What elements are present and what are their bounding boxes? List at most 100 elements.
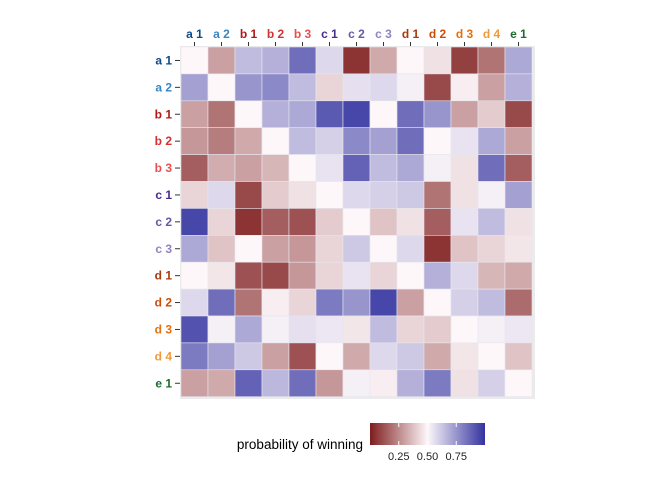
heatmap-cell-b2-d3 (450, 127, 479, 155)
heatmap-cell-c1-b1 (234, 181, 263, 209)
heatmap-cell-d2-b2 (261, 288, 290, 317)
heatmap-cell-e1-b2 (261, 369, 290, 397)
heatmap-cell-d4-d2 (423, 342, 452, 371)
heatmap-cell-c2-b1 (234, 208, 263, 236)
heatmap-cell-c2-c1 (315, 208, 344, 236)
heatmap-cell-c2-e1 (504, 208, 533, 236)
heatmap-cell-b2-c3 (369, 127, 398, 155)
heatmap-cell-c3-b3 (288, 235, 317, 263)
heatmap-cell-c1-d1 (396, 181, 425, 209)
heatmap-cell-d2-b1 (234, 288, 263, 317)
heatmap-cell-d4-c1 (315, 342, 344, 371)
heatmap-cell-d3-d1 (396, 315, 425, 344)
heatmap-cell-d2-a2 (207, 288, 236, 317)
heatmap-cell-d4-a2 (207, 342, 236, 371)
heatmap-cell-a1-b2 (261, 46, 290, 75)
heatmap-cell-b3-d2 (423, 154, 452, 182)
heatmap-cell-d3-c2 (342, 315, 371, 344)
heatmap-cell-e1-c2 (342, 369, 371, 397)
y-tick-label: d 2 (155, 296, 173, 310)
heatmap-cell-d4-d4 (477, 342, 506, 371)
heatmap-cell-e1-d1 (396, 369, 425, 397)
x-tick-label: d 1 (402, 27, 420, 41)
heatmap-cell-d4-b2 (261, 342, 290, 371)
heatmap-cell-b2-b2 (261, 127, 290, 155)
heatmap-cell-b3-a1 (180, 154, 209, 182)
heatmap-cell-d1-c2 (342, 261, 371, 290)
heatmap-cell-b2-e1 (504, 127, 533, 155)
heatmap-cell-d1-e1 (504, 261, 533, 290)
heatmap-cell-c3-d2 (423, 235, 452, 263)
heatmap-cell-b1-b3 (288, 100, 317, 129)
heatmap-cell-c1-d2 (423, 181, 452, 209)
heatmap-cell-d1-d3 (450, 261, 479, 290)
heatmap-cell-b2-a1 (180, 127, 209, 155)
heatmap-cell-a1-c3 (369, 46, 398, 75)
heatmap-cell-c2-b3 (288, 208, 317, 236)
heatmap-cell-c3-d1 (396, 235, 425, 263)
heatmap-cell-e1-a2 (207, 369, 236, 397)
heatmap-cell-b3-d1 (396, 154, 425, 182)
heatmap-cell-c2-a2 (207, 208, 236, 236)
heatmap-cell-b3-b2 (261, 154, 290, 182)
heatmap-cell-d3-d2 (423, 315, 452, 344)
heatmap-cell-c3-a2 (207, 235, 236, 263)
heatmap-cell-c2-b2 (261, 208, 290, 236)
heatmap-cell-d1-c3 (369, 261, 398, 290)
heatmap-cell-a2-d4 (477, 73, 506, 102)
x-tick-label: d 4 (483, 27, 501, 41)
x-tick-label: b 3 (294, 27, 312, 41)
legend: probability of winning 0.25 0.50 0.75 (237, 423, 485, 463)
heatmap-cell-d3-d4 (477, 315, 506, 344)
heatmap-cell-a2-d3 (450, 73, 479, 102)
heatmap-cell-c1-a2 (207, 181, 236, 209)
heatmap-cell-d2-e1 (504, 288, 533, 317)
heatmap-cell-e1-a1 (180, 369, 209, 397)
heatmap-cells (180, 46, 533, 397)
y-tick-label: c 1 (155, 188, 172, 202)
heatmap-cell-c2-d1 (396, 208, 425, 236)
heatmap-cell-c1-b3 (288, 181, 317, 209)
heatmap-cell-b3-e1 (504, 154, 533, 182)
heatmap-cell-d3-c3 (369, 315, 398, 344)
heatmap-cell-b3-c2 (342, 154, 371, 182)
heatmap-cell-d4-e1 (504, 342, 533, 371)
heatmap-cell-c1-c3 (369, 181, 398, 209)
y-tick-label: b 1 (155, 107, 173, 121)
heatmap-cell-e1-d3 (450, 369, 479, 397)
heatmap-cell-d1-a1 (180, 261, 209, 290)
x-axis: a 1 a 2 b 1 b 2 b 3 c 1 c 2 c 3 d 1 d 2 d 3 d 4 e 1 (186, 27, 527, 46)
legend-tick-label: 0.75 (446, 451, 467, 463)
heatmap-cell-d2-c2 (342, 288, 371, 317)
heatmap-cell-d4-d3 (450, 342, 479, 371)
heatmap-cell-a2-b2 (261, 73, 290, 102)
heatmap-cell-a2-c1 (315, 73, 344, 102)
heatmap-cell-b2-d4 (477, 127, 506, 155)
x-tick-label: b 1 (240, 27, 258, 41)
heatmap-cell-b2-a2 (207, 127, 236, 155)
y-tick-label: a 1 (155, 53, 172, 67)
heatmap-cell-d1-d1 (396, 261, 425, 290)
heatmap-cell-c3-c2 (342, 235, 371, 263)
heatmap-cell-d1-a2 (207, 261, 236, 290)
heatmap-cell-b1-c1 (315, 100, 344, 129)
heatmap-cell-b1-d1 (396, 100, 425, 129)
heatmap-cell-b1-e1 (504, 100, 533, 129)
heatmap-cell-d3-b2 (261, 315, 290, 344)
heatmap-cell-e1-d2 (423, 369, 452, 397)
x-tick-label: a 1 (186, 27, 203, 41)
heatmap-cell-d4-a1 (180, 342, 209, 371)
heatmap-cell-d2-c1 (315, 288, 344, 317)
heatmap-cell-e1-c3 (369, 369, 398, 397)
heatmap-cell-c3-e1 (504, 235, 533, 263)
heatmap-cell-e1-d4 (477, 369, 506, 397)
heatmap-cell-d2-d2 (423, 288, 452, 317)
heatmap-cell-c3-b2 (261, 235, 290, 263)
heatmap-cell-b2-b3 (288, 127, 317, 155)
x-tick-label: d 3 (456, 27, 474, 41)
y-tick-label: d 3 (155, 322, 173, 336)
heatmap-cell-d1-c1 (315, 261, 344, 290)
heatmap-cell-a1-d4 (477, 46, 506, 75)
legend-ticks: 0.25 0.50 0.75 (388, 423, 467, 463)
